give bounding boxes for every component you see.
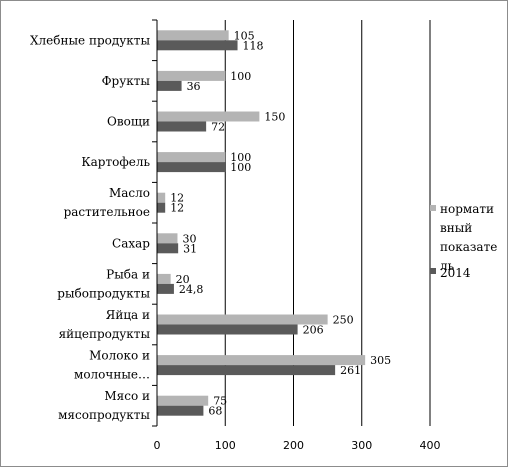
- data-label: 20: [176, 273, 190, 286]
- bar-layer: [157, 30, 366, 416]
- bar-series-0: [157, 192, 166, 203]
- data-label: 150: [264, 111, 285, 124]
- data-label: 105: [234, 29, 255, 42]
- legend-label: нормати вный показате ль: [440, 202, 497, 273]
- category-label: Мясо и мясопродукты: [58, 389, 150, 422]
- bar-series-1: [157, 40, 238, 51]
- data-label: 206: [303, 324, 324, 337]
- label-layer: Хлебные продукты Фрукты Овощи Картофель Масл…: [30, 29, 391, 422]
- x-tick-label: 200: [283, 439, 304, 452]
- bar-series-1: [157, 202, 166, 213]
- data-label: 261: [340, 364, 361, 377]
- data-label: 250: [333, 314, 354, 327]
- bar-series-0: [157, 355, 366, 366]
- data-label: 30: [182, 232, 196, 245]
- bar-series-0: [157, 273, 171, 284]
- bar-series-1: [157, 121, 207, 132]
- bar-series-0: [157, 111, 260, 122]
- data-label: 75: [213, 395, 227, 408]
- category-label: Хлебные продукты: [30, 33, 150, 47]
- data-label: 100: [230, 70, 251, 83]
- bar-series-0: [157, 152, 226, 163]
- category-label: Сахар: [112, 236, 150, 250]
- category-label: Фрукты: [102, 74, 151, 88]
- data-label: 68: [208, 405, 222, 418]
- legend-label: 2014: [440, 266, 471, 280]
- axis-layer: 0 100 200 300 400: [152, 19, 441, 452]
- category-label: Овощи: [107, 115, 150, 129]
- data-label: 118: [243, 39, 264, 52]
- bar-series-1: [157, 80, 182, 91]
- category-label: Рыба и рыбопродукты: [57, 267, 150, 300]
- bar-series-1: [157, 324, 298, 335]
- data-label: 12: [170, 202, 184, 215]
- bar-series-1: [157, 243, 179, 254]
- bar-series-1: [157, 365, 336, 376]
- x-tick-label: 0: [154, 439, 161, 452]
- bar-series-0: [157, 395, 209, 406]
- legend-swatch: [430, 205, 436, 211]
- bar-series-0: [157, 30, 229, 41]
- data-label: 72: [211, 121, 225, 134]
- data-label: 100: [230, 151, 251, 164]
- data-label: 24,8: [179, 283, 204, 296]
- bar-series-0: [157, 314, 328, 325]
- bar-series-1: [157, 162, 226, 173]
- bar-series-1: [157, 283, 174, 294]
- x-tick-label: 300: [351, 439, 372, 452]
- bar-series-0: [157, 233, 178, 244]
- data-label: 100: [230, 161, 251, 174]
- data-label: 305: [370, 354, 391, 367]
- data-label: 36: [187, 80, 201, 93]
- data-label: 12: [170, 192, 184, 205]
- bar-series-1: [157, 405, 204, 416]
- legend-swatch: [430, 268, 436, 274]
- bar-series-0: [157, 70, 226, 81]
- category-label: Яйца и яйцепродукты: [59, 308, 151, 341]
- category-label: Масло растительное: [64, 186, 150, 219]
- x-tick-label: 100: [215, 439, 236, 452]
- data-label: 31: [183, 242, 197, 255]
- category-label: Молоко и молочные…: [74, 349, 150, 382]
- category-label: Картофель: [81, 155, 150, 169]
- x-tick-label: 400: [420, 439, 441, 452]
